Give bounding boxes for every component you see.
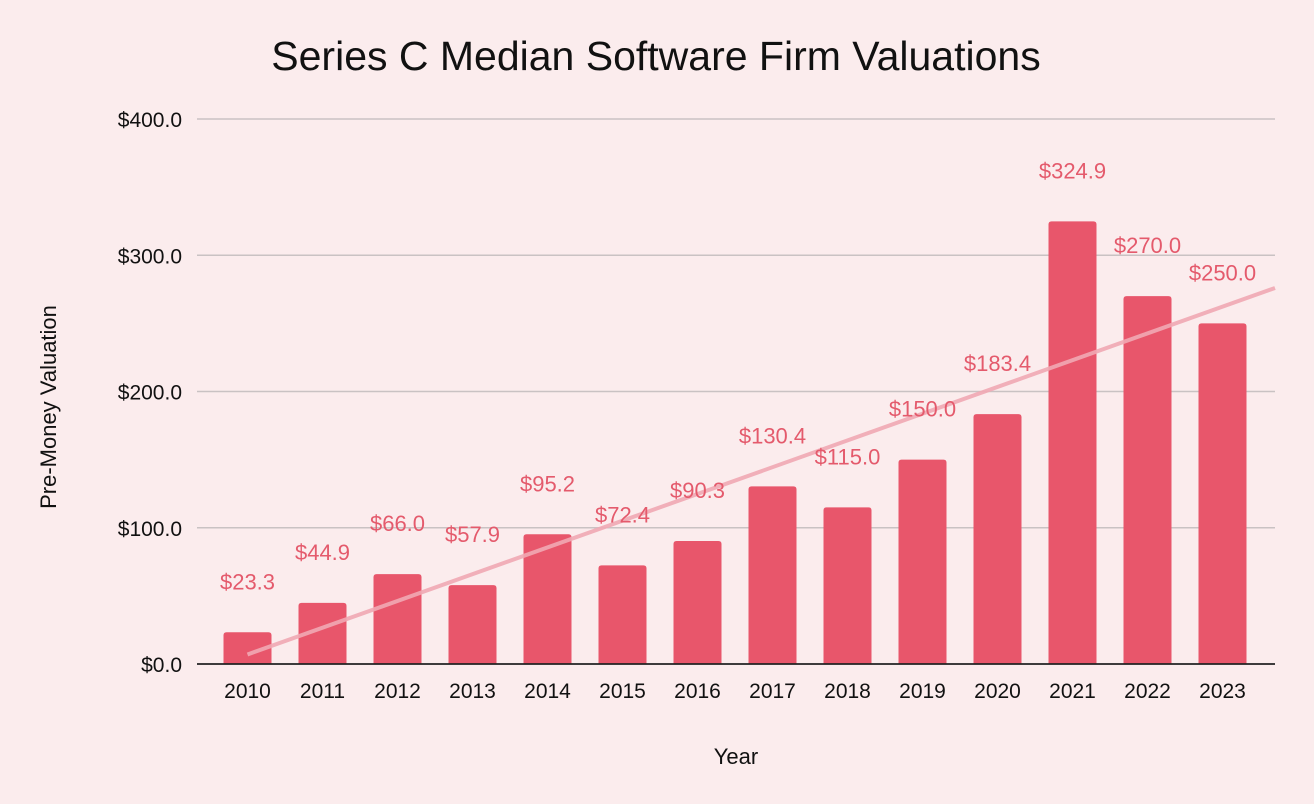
x-axis-title: Year <box>714 744 758 769</box>
x-tick-label: 2014 <box>524 680 571 703</box>
bar-2023 <box>1198 323 1247 664</box>
x-tick-label: 2011 <box>300 680 345 703</box>
bar-2010 <box>223 632 272 664</box>
x-tick-label: 2019 <box>899 680 946 703</box>
data-label-2010: $23.3 <box>220 569 275 594</box>
data-label-2011: $44.9 <box>295 540 350 565</box>
x-tick-label: 2022 <box>1124 680 1171 703</box>
x-axis-ticks: 2010 2011 2012 2013 2014 2015 2016 2017 2018 2019… <box>224 680 1246 703</box>
bar-2019 <box>898 459 947 664</box>
chart-title: Series C Median Software Firm Valuations <box>271 33 1040 79</box>
bar-2022 <box>1123 296 1172 664</box>
bar-2011 <box>298 602 347 664</box>
data-labels: $23.3 $44.9 $66.0 $57.9 $95.2 $72.4 $90.3 $130.… <box>220 158 1256 594</box>
data-label-2012: $66.0 <box>370 511 425 536</box>
bar-2014 <box>523 534 572 664</box>
y-tick-label: $200.0 <box>118 382 182 405</box>
x-tick-label: 2020 <box>974 680 1021 703</box>
y-tick-label: $300.0 <box>118 245 182 268</box>
data-label-2019: $150.0 <box>889 397 956 422</box>
data-label-2016: $90.3 <box>670 478 725 503</box>
bar-2018 <box>823 507 872 664</box>
bar-2021 <box>1048 221 1097 665</box>
y-tick-label: $400.0 <box>118 109 182 132</box>
x-tick-label: 2015 <box>599 680 646 703</box>
bar-2015 <box>598 565 647 664</box>
data-label-2014: $95.2 <box>520 471 575 496</box>
x-tick-label: 2018 <box>824 680 871 703</box>
bar-2020 <box>973 414 1022 664</box>
bar-2012 <box>373 574 422 664</box>
y-tick-label: $0.0 <box>141 654 182 677</box>
data-label-2013: $57.9 <box>445 522 500 547</box>
gridlines <box>197 118 1275 529</box>
bar-2013 <box>448 585 497 664</box>
data-label-2018: $115.0 <box>815 444 881 469</box>
y-axis-title: Pre-Money Valuation <box>36 305 61 509</box>
data-label-2021: $324.9 <box>1039 158 1106 183</box>
bar-2016 <box>673 540 722 664</box>
data-label-2017: $130.4 <box>739 423 806 448</box>
x-tick-label: 2021 <box>1049 680 1096 703</box>
trendline <box>246 286 1276 657</box>
bars <box>223 221 1247 665</box>
x-tick-label: 2023 <box>1199 680 1246 703</box>
y-axis-ticks: $0.0 $100.0 $200.0 $300.0 $400.0 <box>118 109 182 677</box>
x-tick-label: 2012 <box>374 680 421 703</box>
bar-2017 <box>748 486 797 664</box>
x-tick-label: 2016 <box>674 680 721 703</box>
data-label-2023: $250.0 <box>1189 260 1256 285</box>
data-label-2020: $183.4 <box>964 351 1031 376</box>
data-label-2015: $72.4 <box>595 502 650 527</box>
y-tick-label: $100.0 <box>118 518 182 541</box>
x-tick-label: 2010 <box>224 680 271 703</box>
x-tick-label: 2017 <box>749 680 796 703</box>
data-label-2022: $270.0 <box>1114 233 1181 258</box>
x-tick-label: 2013 <box>449 680 496 703</box>
